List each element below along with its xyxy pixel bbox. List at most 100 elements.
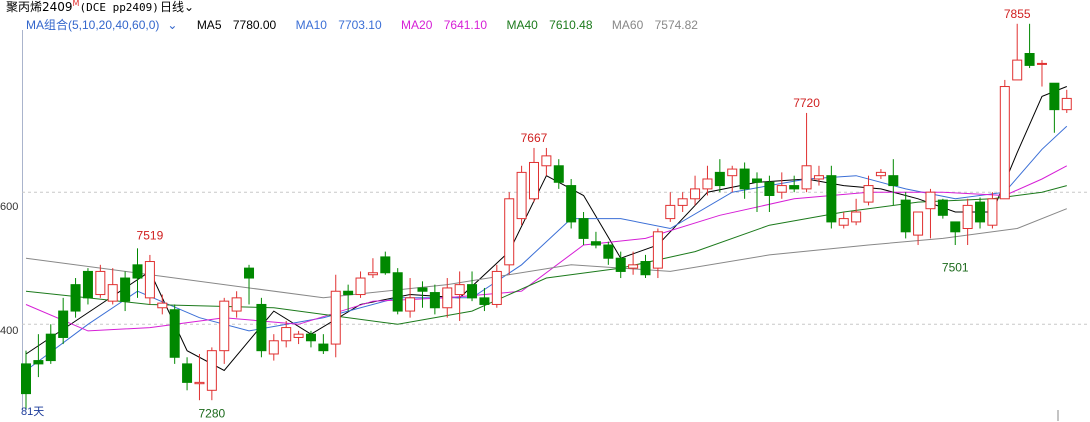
- ma-legend: MA组合(5,10,20,40,60,0) ⌄ MA5 7780.00 MA10 …: [26, 16, 714, 33]
- candle-body: [479, 297, 490, 305]
- candle-body: [752, 178, 763, 183]
- ma10-label: MA10: [295, 18, 327, 32]
- candle-up: [281, 320, 292, 348]
- candle-body: [70, 284, 81, 312]
- ma40-legend: MA40 7610.48: [506, 18, 600, 32]
- candle-body: [120, 277, 131, 302]
- candle-body: [21, 363, 31, 395]
- candle-down: [417, 281, 428, 308]
- candle-up: [962, 198, 973, 246]
- candle-body: [1024, 53, 1035, 66]
- ma20-line: [25, 165, 1068, 332]
- ma5-label: MA5: [196, 18, 222, 32]
- candle-body: [652, 231, 663, 269]
- candle-body: [380, 256, 391, 274]
- candle-body: [987, 198, 998, 226]
- candle-down: [21, 350, 31, 411]
- candle-body: [838, 218, 849, 226]
- candle-body: [107, 284, 118, 302]
- candle-body: [937, 199, 948, 216]
- candle-down: [789, 175, 800, 193]
- y-tick-label: 400: [0, 325, 18, 337]
- candle-up: [330, 274, 341, 358]
- ma20-value: 7641.10: [443, 18, 488, 32]
- candle-body: [553, 165, 564, 183]
- candle-up: [355, 271, 366, 298]
- ma10-value: 7703.10: [338, 18, 382, 32]
- candle-down: [615, 251, 626, 279]
- candle-up: [144, 254, 155, 305]
- candle-up: [652, 228, 663, 279]
- candle-body: [999, 86, 1010, 200]
- candle-body: [417, 287, 428, 292]
- candle-up: [801, 112, 812, 193]
- candle-up: [875, 169, 886, 179]
- candle-body: [516, 171, 527, 220]
- candle-body: [1036, 62, 1047, 65]
- ma5-line: [25, 86, 1067, 372]
- days-count-label: 81天: [21, 406, 44, 418]
- candle-up: [231, 291, 242, 318]
- candle-up: [776, 172, 787, 199]
- candle-down: [714, 159, 725, 193]
- chevron-down-icon: ⌄: [167, 18, 178, 32]
- candle-body: [975, 201, 986, 223]
- candle-body: [343, 290, 354, 296]
- candle-body: [603, 244, 614, 259]
- candle-body: [367, 272, 378, 276]
- candle-down: [256, 297, 267, 358]
- candle-body: [875, 171, 886, 177]
- candle-down: [120, 271, 131, 312]
- period-label: 日线: [160, 0, 185, 14]
- candle-down: [182, 357, 193, 391]
- candle-up: [999, 79, 1010, 200]
- chevron-down-icon: ⌄: [184, 0, 195, 14]
- candle-body: [714, 171, 725, 187]
- high-price-label: 7519: [137, 229, 164, 243]
- candle-body: [454, 284, 465, 296]
- ma20-legend: MA20 7641.10: [401, 18, 495, 32]
- candle-body: [169, 309, 180, 358]
- ma60-label: MA60: [611, 18, 644, 32]
- candle-down: [900, 192, 911, 239]
- y-tick-label: 600: [0, 201, 18, 213]
- period-selector[interactable]: 日线⌄: [160, 0, 194, 15]
- candle-up: [516, 165, 527, 226]
- candle-down: [70, 278, 81, 318]
- candle-body: [33, 360, 44, 365]
- candle-up: [913, 211, 924, 246]
- candle-up: [838, 212, 849, 229]
- low-price-label: 7501: [942, 261, 969, 275]
- candle-down: [603, 241, 614, 265]
- candles: [21, 23, 1072, 411]
- candle-body: [58, 310, 69, 338]
- candle-up: [194, 353, 205, 401]
- candle-body: [1049, 82, 1060, 111]
- candle-down: [950, 221, 961, 246]
- candle-up: [677, 192, 688, 212]
- candle-body: [764, 181, 775, 196]
- candle-up: [442, 278, 453, 318]
- candle-up: [206, 347, 217, 401]
- ma-config-label: MA组合(5,10,20,40,60,0): [26, 18, 160, 32]
- candle-body: [566, 185, 577, 223]
- candle-down: [380, 251, 391, 275]
- candle-up: [665, 192, 676, 222]
- candle-body: [640, 261, 651, 276]
- candle-up: [219, 297, 230, 364]
- ma-config-selector[interactable]: MA组合(5,10,20,40,60,0) ⌄: [26, 18, 185, 32]
- candle-down: [739, 162, 750, 199]
- candle-down: [826, 165, 837, 229]
- candle-body: [702, 178, 713, 190]
- candle-up: [628, 251, 639, 275]
- candle-up: [1012, 23, 1023, 81]
- candle-body: [776, 185, 787, 193]
- candle-body: [690, 188, 701, 200]
- candle-down: [429, 284, 440, 315]
- candle-body: [789, 185, 800, 190]
- candle-up: [95, 264, 106, 298]
- candle-up: [925, 188, 936, 239]
- candle-down: [392, 268, 403, 315]
